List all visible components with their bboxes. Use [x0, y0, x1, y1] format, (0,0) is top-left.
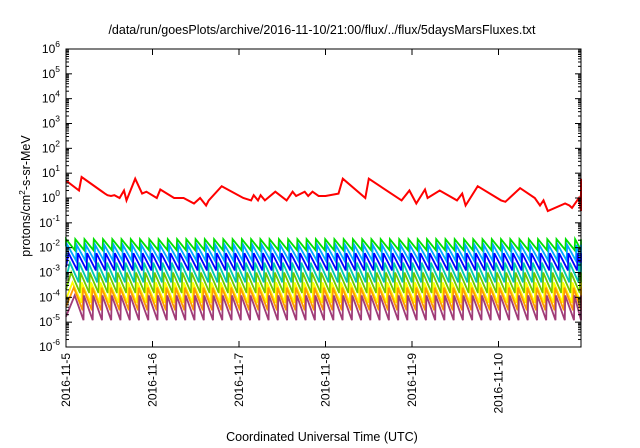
y-tick-label: 100 [42, 188, 60, 205]
y-tick-exponent: 2 [55, 138, 60, 148]
y-tick-label: 101 [42, 163, 60, 180]
y-tick-exponent: 4 [55, 89, 60, 99]
y-tick-label: 106 [42, 39, 60, 56]
x-tick-label: 2016-11-6 [146, 353, 160, 407]
series-line-8 [65, 285, 582, 311]
y-tick-exponent: -6 [52, 337, 60, 347]
y-tick-exponent: -2 [52, 238, 60, 248]
y-tick-exponent: 6 [55, 39, 60, 49]
y-tick-label: 10-5 [39, 312, 60, 329]
x-axis-label: Coordinated Universal Time (UTC) [226, 430, 418, 444]
series-layer [65, 175, 582, 321]
y-axis-label-sup: 2 [17, 190, 27, 195]
x-axis-ticks: 2016-11-5 2016-11-6 2016-11-7 2016-11-8 2016… [59, 49, 506, 414]
y-tick-exponent: 5 [55, 64, 60, 74]
series-line-7 [65, 280, 582, 304]
y-axis-label: protons/cm2-s-sr-MeV [17, 135, 33, 257]
y-tick-exponent: -3 [52, 263, 60, 273]
x-tick-label: 2016-11-10 [492, 353, 506, 414]
x-tick-label: 2016-11-8 [319, 353, 333, 407]
y-tick-label: 10-1 [39, 213, 60, 230]
x-tick-label: 2016-11-9 [405, 353, 419, 407]
y-tick-label: 10-4 [39, 287, 60, 304]
y-tick-label: 105 [42, 64, 60, 81]
y-tick-label: 10-3 [39, 263, 60, 280]
series-line-5 [65, 259, 582, 283]
series-line-1 [65, 175, 582, 213]
chart-title: /data/run/goesPlots/archive/2016-11-10/2… [108, 23, 536, 37]
y-tick-exponent: -4 [52, 287, 60, 297]
y-tick-label: 10-6 [39, 337, 60, 354]
x-tick-label: 2016-11-5 [59, 353, 73, 407]
series-line-4 [65, 250, 582, 271]
x-tick-label: 2016-11-7 [232, 353, 246, 407]
y-tick-label: 10-2 [39, 238, 60, 255]
y-tick-label: 102 [42, 138, 60, 155]
y-axis-ticks: 10610510410310210110010-110-210-310-410-… [39, 39, 581, 354]
series-line-2 [65, 235, 582, 253]
y-tick-label: 104 [42, 89, 60, 106]
y-tick-exponent: -5 [52, 312, 60, 322]
series-line-3 [65, 241, 582, 265]
y-axis-label-pre: protons/cm [19, 195, 33, 257]
y-tick-exponent: 0 [55, 188, 60, 198]
series-line-6 [65, 269, 582, 294]
y-tick-exponent: 1 [55, 163, 60, 173]
y-tick-exponent: 3 [55, 114, 60, 124]
y-tick-label: 103 [42, 114, 60, 131]
series-line-9 [65, 292, 582, 321]
plot-frame [65, 48, 582, 348]
y-tick-exponent: -1 [52, 213, 60, 223]
y-axis-label-post: -s-sr-MeV [19, 135, 33, 191]
